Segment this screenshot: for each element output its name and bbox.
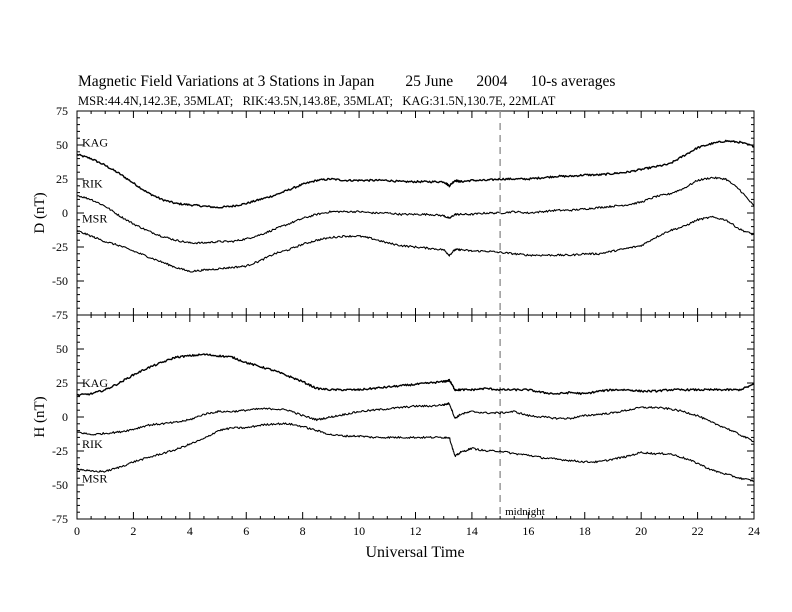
x-tick-label: 22 (692, 524, 704, 538)
x-tick-label: 18 (579, 524, 591, 538)
y-tick-label: 25 (56, 376, 68, 390)
series-label-msr: MSR (82, 472, 107, 486)
x-tick-label: 2 (130, 524, 136, 538)
y-tick-label: 0 (62, 410, 68, 424)
y-tick-label: 50 (56, 138, 68, 152)
series-line-msr (76, 422, 755, 482)
series-label-kag: KAG (82, 376, 108, 390)
y-tick-label: -25 (52, 240, 68, 254)
y-tick-label: -50 (52, 478, 68, 492)
x-tick-label: 10 (353, 524, 365, 538)
chart-title: Magnetic Field Variations at 3 Stations … (78, 73, 616, 90)
series-line-rik (76, 402, 755, 443)
chart-subtitle: MSR:44.4N,142.3E, 35MLAT; RIK:43.5N,143.… (78, 94, 556, 108)
y-tick-label: -75 (52, 308, 68, 322)
y-tick-label: 75 (56, 104, 68, 118)
y-tick-label: 50 (56, 342, 68, 356)
y-tick-label: 0 (62, 206, 68, 220)
x-tick-label: 8 (300, 524, 306, 538)
panel-frame (76, 314, 755, 520)
panel-frame (76, 110, 755, 316)
y-axis-label: H (nT) (32, 396, 48, 437)
x-tick-label: 20 (635, 524, 647, 538)
series-label-kag: KAG (82, 136, 108, 150)
x-tick-label: 14 (466, 524, 478, 538)
midnight-annotation: midnight (505, 506, 545, 518)
series-line-kag (76, 353, 755, 397)
series-label-rik: RIK (82, 176, 103, 190)
x-axis-label: Universal Time (365, 544, 464, 561)
y-tick-label: -50 (52, 274, 68, 288)
x-tick-label: 12 (410, 524, 422, 538)
series-line-msr (76, 215, 755, 273)
x-tick-label: 4 (187, 524, 193, 538)
y-tick-label: 25 (56, 172, 68, 186)
series-line-kag (76, 139, 755, 209)
series-label-msr: MSR (82, 212, 107, 226)
series-label-rik: RIK (82, 437, 103, 451)
y-axis-label: D (nT) (32, 192, 48, 233)
series-line-rik (76, 176, 755, 245)
x-tick-label: 24 (748, 524, 760, 538)
x-tick-label: 0 (74, 524, 80, 538)
x-tick-label: 16 (522, 524, 534, 538)
y-tick-label: -75 (52, 512, 68, 526)
y-tick-label: -25 (52, 444, 68, 458)
x-tick-label: 6 (243, 524, 249, 538)
